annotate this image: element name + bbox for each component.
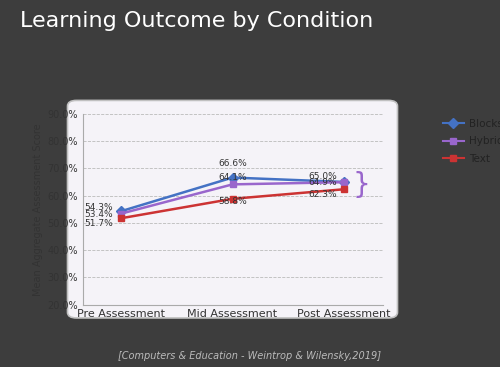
Text: 51.7%: 51.7% bbox=[84, 218, 113, 228]
Text: 54.3%: 54.3% bbox=[84, 203, 113, 212]
Text: 65.0%: 65.0% bbox=[308, 172, 336, 181]
Text: 58.8%: 58.8% bbox=[218, 197, 247, 206]
Text: }: } bbox=[352, 171, 370, 199]
Text: 64.1%: 64.1% bbox=[218, 172, 247, 182]
Y-axis label: Mean Aggregate Assessment Score: Mean Aggregate Assessment Score bbox=[33, 123, 43, 295]
Text: 53.4%: 53.4% bbox=[84, 210, 113, 219]
Text: [Computers & Education - Weintrop & Wilensky,2019]: [Computers & Education - Weintrop & Wile… bbox=[118, 352, 382, 361]
Text: Learning Outcome by Condition: Learning Outcome by Condition bbox=[20, 11, 373, 31]
Text: 64.9%: 64.9% bbox=[308, 178, 336, 187]
Text: 66.6%: 66.6% bbox=[218, 159, 247, 168]
Text: 62.3%: 62.3% bbox=[308, 190, 336, 199]
Legend: Blocks, Hybrid, Text: Blocks, Hybrid, Text bbox=[443, 119, 500, 164]
FancyBboxPatch shape bbox=[68, 101, 398, 318]
